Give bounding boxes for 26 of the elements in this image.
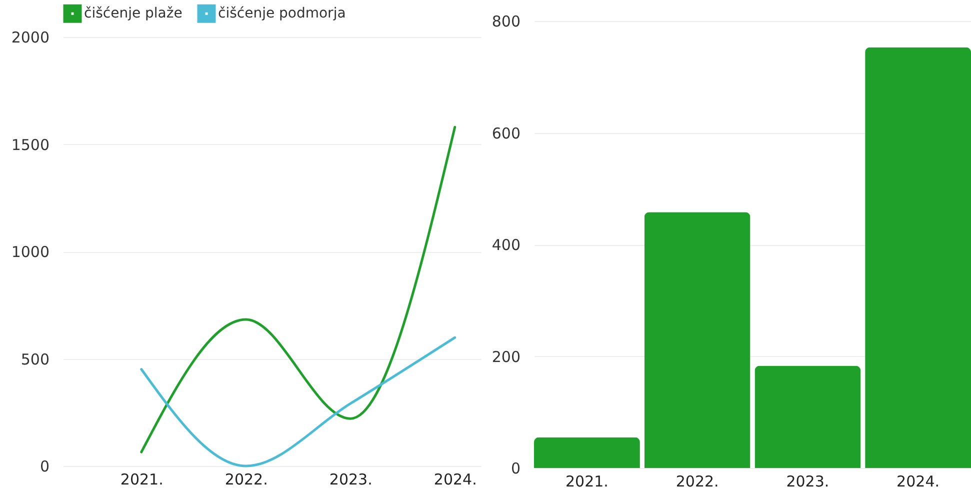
- x-tick-label: 2023.: [329, 470, 372, 488]
- y-tick-label: 0: [40, 458, 50, 476]
- x-tick-label: 2021.: [565, 472, 608, 489]
- y-tick-label: 200: [492, 348, 520, 366]
- bar: [534, 437, 640, 468]
- x-tick-label: 2021.: [120, 470, 164, 488]
- y-tick-label: 500: [20, 350, 50, 368]
- x-tick-label: 2024.: [896, 472, 940, 489]
- line-series: [140, 126, 456, 454]
- y-tick-label: 2000: [11, 28, 50, 46]
- line-series: [140, 336, 456, 468]
- y-tick-label: 600: [492, 124, 520, 142]
- x-tick-label: 2024.: [434, 470, 477, 488]
- y-tick-label: 1500: [11, 136, 50, 154]
- y-tick-label: 400: [492, 236, 520, 254]
- x-tick-label: 2023.: [786, 472, 830, 489]
- x-tick-label: 2022.: [224, 470, 268, 488]
- bar: [644, 212, 750, 468]
- bar: [754, 366, 861, 468]
- y-tick-label: 800: [492, 12, 520, 30]
- bar: [865, 47, 971, 468]
- x-tick-label: 2022.: [676, 472, 719, 489]
- legend-label: čišćenje podmorja: [218, 6, 346, 22]
- y-tick-label: 1000: [11, 243, 50, 261]
- y-tick-label: 0: [510, 460, 520, 478]
- legend-label: čišćenje plaže: [84, 6, 182, 22]
